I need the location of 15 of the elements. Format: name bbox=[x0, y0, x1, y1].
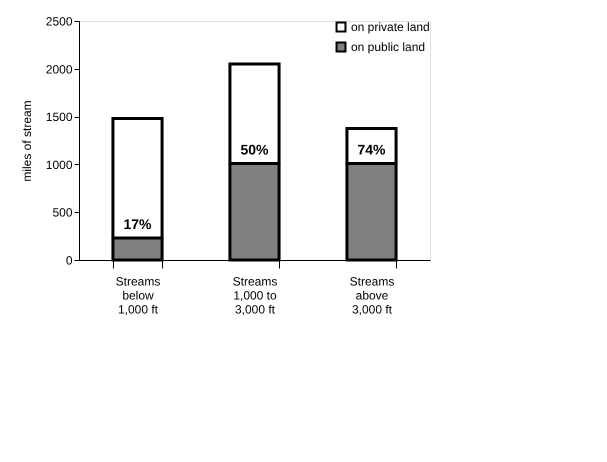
y-tick-label: 1500 bbox=[46, 110, 73, 124]
x-tick-label: Streams above 3,000 ft bbox=[350, 274, 394, 316]
x-tick-label: Streams below 1,000 ft bbox=[116, 274, 160, 316]
y-axis-title: miles of stream bbox=[20, 100, 34, 182]
y-tick-label: 0 bbox=[66, 254, 73, 268]
annotation: 50% bbox=[240, 141, 270, 158]
x-tick-label: Streams 1,000 to 3,000 ft bbox=[232, 274, 278, 316]
annotation: 74% bbox=[357, 141, 386, 158]
legend-label: on public land bbox=[351, 40, 426, 54]
y-tick-label: 2500 bbox=[46, 14, 73, 28]
y-tick-label: 2000 bbox=[46, 62, 73, 76]
y-tick-label: 500 bbox=[52, 206, 73, 220]
annotation: 17% bbox=[123, 216, 152, 232]
legend-label: on private land bbox=[351, 20, 430, 34]
y-tick-label: 1000 bbox=[46, 158, 73, 172]
